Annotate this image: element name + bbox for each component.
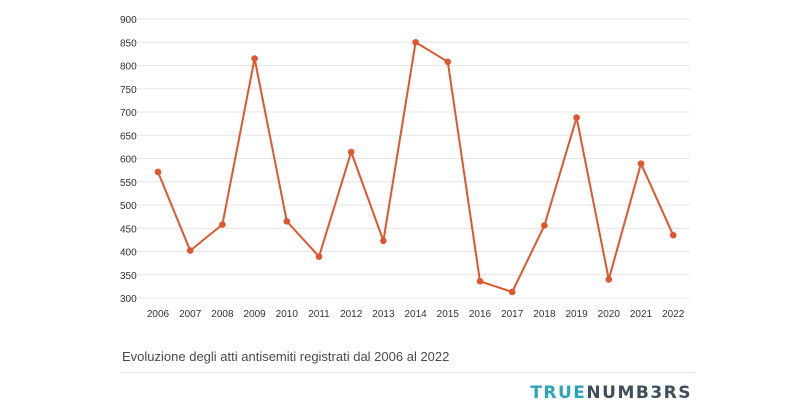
x-tick-label: 2009 [243,309,266,320]
data-point [637,160,645,167]
data-point [541,222,548,229]
x-tick-label: 2017 [501,309,524,320]
data-point [605,276,613,283]
x-tick-label: 2013 [372,309,395,320]
x-tick-label: 2011 [308,309,330,320]
y-tick-label: 550 [120,178,137,189]
data-point [412,38,419,46]
x-tick-label: 2018 [533,309,556,320]
y-tick-label: 600 [120,155,137,166]
y-tick-label: 700 [120,108,137,119]
data-point [315,253,323,260]
y-tick-label: 850 [120,38,137,49]
data-point [186,247,194,254]
y-axis-ticks: 300 350 400 450 500 550 600 650 700 750 800 850 900 [120,15,137,305]
data-point [444,58,452,66]
data-point [219,221,226,228]
series-line [157,40,675,294]
y-tick-label: 300 [120,294,137,305]
x-tick-label: 2015 [437,309,460,320]
caption-divider [120,372,695,373]
x-tick-label: 2010 [276,309,299,320]
y-tick-label: 500 [120,201,137,212]
line-chart: 300350400450500550600650700750800850900 … [120,15,690,320]
data-point [347,148,355,156]
x-tick-label: 2014 [404,309,427,320]
x-tick-label: 2007 [179,309,202,320]
gridlines [120,18,690,299]
data-point [251,55,258,62]
data-point [476,277,484,285]
y-tick-label: 350 [120,271,137,282]
data-point [573,114,580,121]
x-tick-label: 2012 [340,309,363,320]
data-point [154,168,162,176]
brand-part-1: TRUE [530,383,587,403]
brand-part-2: NUMB3RS [586,383,692,403]
x-tick-label: 2008 [211,309,234,320]
y-tick-label: 400 [120,248,137,259]
y-tick-label: 800 [120,62,137,73]
data-points [154,38,677,296]
data-point [380,237,387,245]
y-tick-label: 750 [120,85,137,96]
x-tick-label: 2022 [662,309,685,320]
x-tick-label: 2006 [147,309,170,320]
y-tick-label: 650 [120,131,137,142]
x-tick-label: 2020 [598,309,621,320]
y-tick-label: 900 [120,15,137,26]
chart-caption: Evoluzione degli atti antisemiti registr… [122,349,450,364]
x-axis-ticks: 2006 2007 2008 2009 2010 2011 2012 2013 2014 2015… [147,309,685,320]
x-tick-label: 2019 [565,309,588,320]
y-tick-label: 450 [120,224,137,235]
x-tick-label: 2016 [469,309,492,320]
x-tick-label: 2021 [630,309,653,320]
data-point [669,231,677,239]
brand-logo: TRUENUMB3RS [530,383,692,403]
data-point [508,288,516,296]
data-point [283,217,291,225]
